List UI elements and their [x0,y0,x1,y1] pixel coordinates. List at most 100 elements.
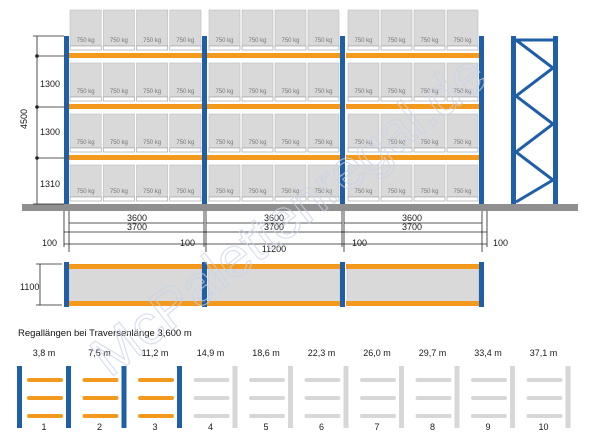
pallet [274,9,307,47]
option-length-label: 18,6 m [252,348,280,358]
pallet-base [274,147,307,153]
pallet-weight-label: 750 kg [281,89,299,95]
pallet-weight-label: 750 kg [248,189,266,195]
pallet-base [380,45,413,51]
pallet-weight-label: 750 kg [110,189,128,195]
top-view-pallets [346,265,480,306]
beam [207,155,341,160]
option-length-label: 7,5 m [88,348,111,358]
level-height-1-label: 1300 [40,79,60,89]
pallet-weight-label: 750 kg [354,140,372,146]
top-view-pallets [207,265,341,306]
pallet-base [347,147,380,153]
pallet [413,164,446,198]
level-height-2-label: 1300 [40,127,60,137]
pallet-base [446,196,479,202]
pallet-weight-label: 750 kg [77,189,95,195]
pallet-weight-label: 750 kg [248,140,266,146]
clearance-mid-left-label: 100 [180,238,195,248]
pallet-weight-label: 750 kg [420,38,438,44]
width-dimensions [63,211,488,252]
bay-3-beam-length: 3600 [402,213,422,223]
bay-1-beam-length: 3600 [127,213,147,223]
option-number: 10 [538,422,548,432]
pallet-weight-label: 750 kg [453,38,471,44]
pallet [102,9,135,47]
pallet [208,113,241,149]
pallet-weight-label: 750 kg [176,140,194,146]
pallet-base [413,196,446,202]
pallet-base [136,147,169,153]
option-beam [526,378,563,382]
pallet-weight-label: 750 kg [176,189,194,195]
option-beam [415,414,452,418]
length-option-3: 11,2 m 3 [138,348,182,432]
pallet-weight-label: 750 kg [176,38,194,44]
pallet-base [274,45,307,51]
pallet-base [136,96,169,102]
pallet-weight-label: 750 kg [215,189,233,195]
option-length-label: 11,2 m [142,348,169,358]
option-beam [471,378,507,382]
pallet-weight-label: 750 kg [110,140,128,146]
upright [202,36,207,204]
option-beam [526,396,563,400]
option-beam [526,414,563,418]
pallet [241,113,274,149]
pallet-base [102,196,135,202]
pallet-weight-label: 750 kg [453,189,471,195]
option-upright [510,366,515,428]
pallet-weight-label: 750 kg [354,89,372,95]
pallet-base [274,196,307,202]
beams [68,53,480,160]
option-number: 2 [97,422,102,432]
pallet [241,164,274,198]
pallet-base [102,45,135,51]
option-upright [121,366,127,428]
pallet-weight-label: 750 kg [420,89,438,95]
pallet-weight-label: 750 kg [176,89,194,95]
pallet-base [136,45,169,51]
top-view-beam [207,301,341,306]
pallet [274,164,307,198]
depth-label: 1100 [20,282,39,292]
length-option-10: 37,1 m 10 [526,348,571,432]
option-number: 8 [430,422,435,432]
pallet-base [413,96,446,102]
option-length-label: 29,7 m [419,348,447,358]
pallet [347,164,380,198]
beam [346,155,480,160]
pallet-base [241,96,274,102]
pallet-base [380,96,413,102]
pallet-weight-label: 750 kg [453,140,471,146]
option-beam [249,414,285,418]
total-length-label: 11200 [262,244,286,254]
beam [68,104,203,109]
option-number: 9 [485,422,490,432]
pallet-weight-label: 750 kg [215,140,233,146]
pallet-base [307,96,340,102]
pallet [136,9,169,47]
pallet [446,62,479,98]
pallet-base [208,147,241,153]
pallet-weight-label: 750 kg [281,189,299,195]
pallet-stacks: 750 kg 750 kg 750 kg 750 kg 750 kg 750 kg 750 … [69,9,479,202]
option-beam [415,378,452,382]
pallet [380,113,413,149]
pallet-weight-label: 750 kg [387,38,405,44]
option-beam [193,378,230,382]
option-beam [304,414,341,418]
length-option-4: 14,9 m 4 [193,348,238,432]
pallet [307,164,340,198]
pallet-base [274,96,307,102]
pallet-base [307,147,340,153]
length-option-2: 7,5 m 2 [82,348,127,432]
pallet-weight-label: 750 kg [420,140,438,146]
pallet-base [69,147,102,153]
pallet-base [136,196,169,202]
pallet-weight-label: 750 kg [314,38,332,44]
pallet [69,113,102,149]
pallet-weight-label: 750 kg [248,89,266,95]
pallet-weight-label: 750 kg [387,89,405,95]
pallet-weight-label: 750 kg [77,89,95,95]
